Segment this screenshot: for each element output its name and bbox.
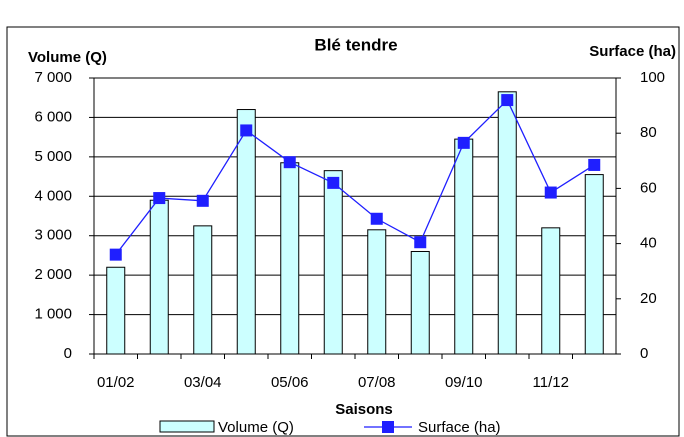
y2-tick-label: 40: [640, 235, 657, 252]
bar: [149, 199, 169, 355]
bar: [410, 250, 430, 355]
point: [153, 192, 166, 205]
line: [115, 98, 595, 256]
bar: [236, 109, 256, 355]
bar: [497, 91, 517, 355]
point: [544, 186, 557, 199]
point: [196, 194, 209, 207]
legend-label: Volume (Q): [218, 419, 294, 436]
point: [327, 176, 340, 189]
x-tick-label: 11/12: [533, 374, 569, 391]
y-axis-title: Volume (Q): [28, 49, 107, 66]
bar: [323, 170, 343, 355]
y-tick-label: 4 000: [34, 187, 72, 204]
x-tick-label: 05/06: [271, 374, 309, 391]
point: [240, 124, 253, 137]
y-tick-label: 5 000: [34, 148, 72, 165]
bar: [454, 138, 474, 355]
bar: [367, 229, 387, 355]
y2-tick-label: 20: [640, 290, 657, 307]
point: [501, 94, 514, 107]
bar: [584, 174, 604, 355]
y-tick-label: 0: [64, 345, 72, 362]
chart-frame: [6, 26, 680, 437]
y2-tick-label: 0: [640, 345, 648, 362]
bar: [541, 227, 561, 355]
point: [109, 248, 122, 261]
x-tick-label: 03/04: [184, 374, 222, 391]
point: [414, 236, 427, 249]
x-tick-label: 01/02: [97, 374, 135, 391]
point: [370, 212, 383, 225]
y2-tick-label: 100: [640, 69, 665, 86]
point: [283, 156, 296, 169]
x-tick-label: 09/10: [445, 374, 483, 391]
bar: [280, 162, 300, 355]
y-tick-label: 2 000: [34, 266, 72, 283]
y-tick-label: 3 000: [34, 227, 72, 244]
y2-axis-title: Surface (ha): [589, 43, 676, 60]
bar: [193, 225, 213, 355]
y-tick-label: 6 000: [34, 108, 72, 125]
bar: [106, 266, 126, 355]
y2-tick-label: 60: [640, 179, 657, 196]
legend-swatch: [159, 420, 215, 433]
legend-swatch: [382, 421, 394, 433]
legend-label: Surface (ha): [418, 419, 501, 436]
y-tick-label: 1 000: [34, 306, 72, 323]
point: [457, 136, 470, 149]
y-tick-label: 7 000: [34, 69, 72, 86]
x-axis-title: Saisons: [335, 401, 393, 418]
x-tick-label: 07/08: [358, 374, 396, 391]
point: [588, 158, 601, 171]
chart-title: Blé tendre: [314, 35, 397, 54]
y2-tick-label: 80: [640, 124, 657, 141]
